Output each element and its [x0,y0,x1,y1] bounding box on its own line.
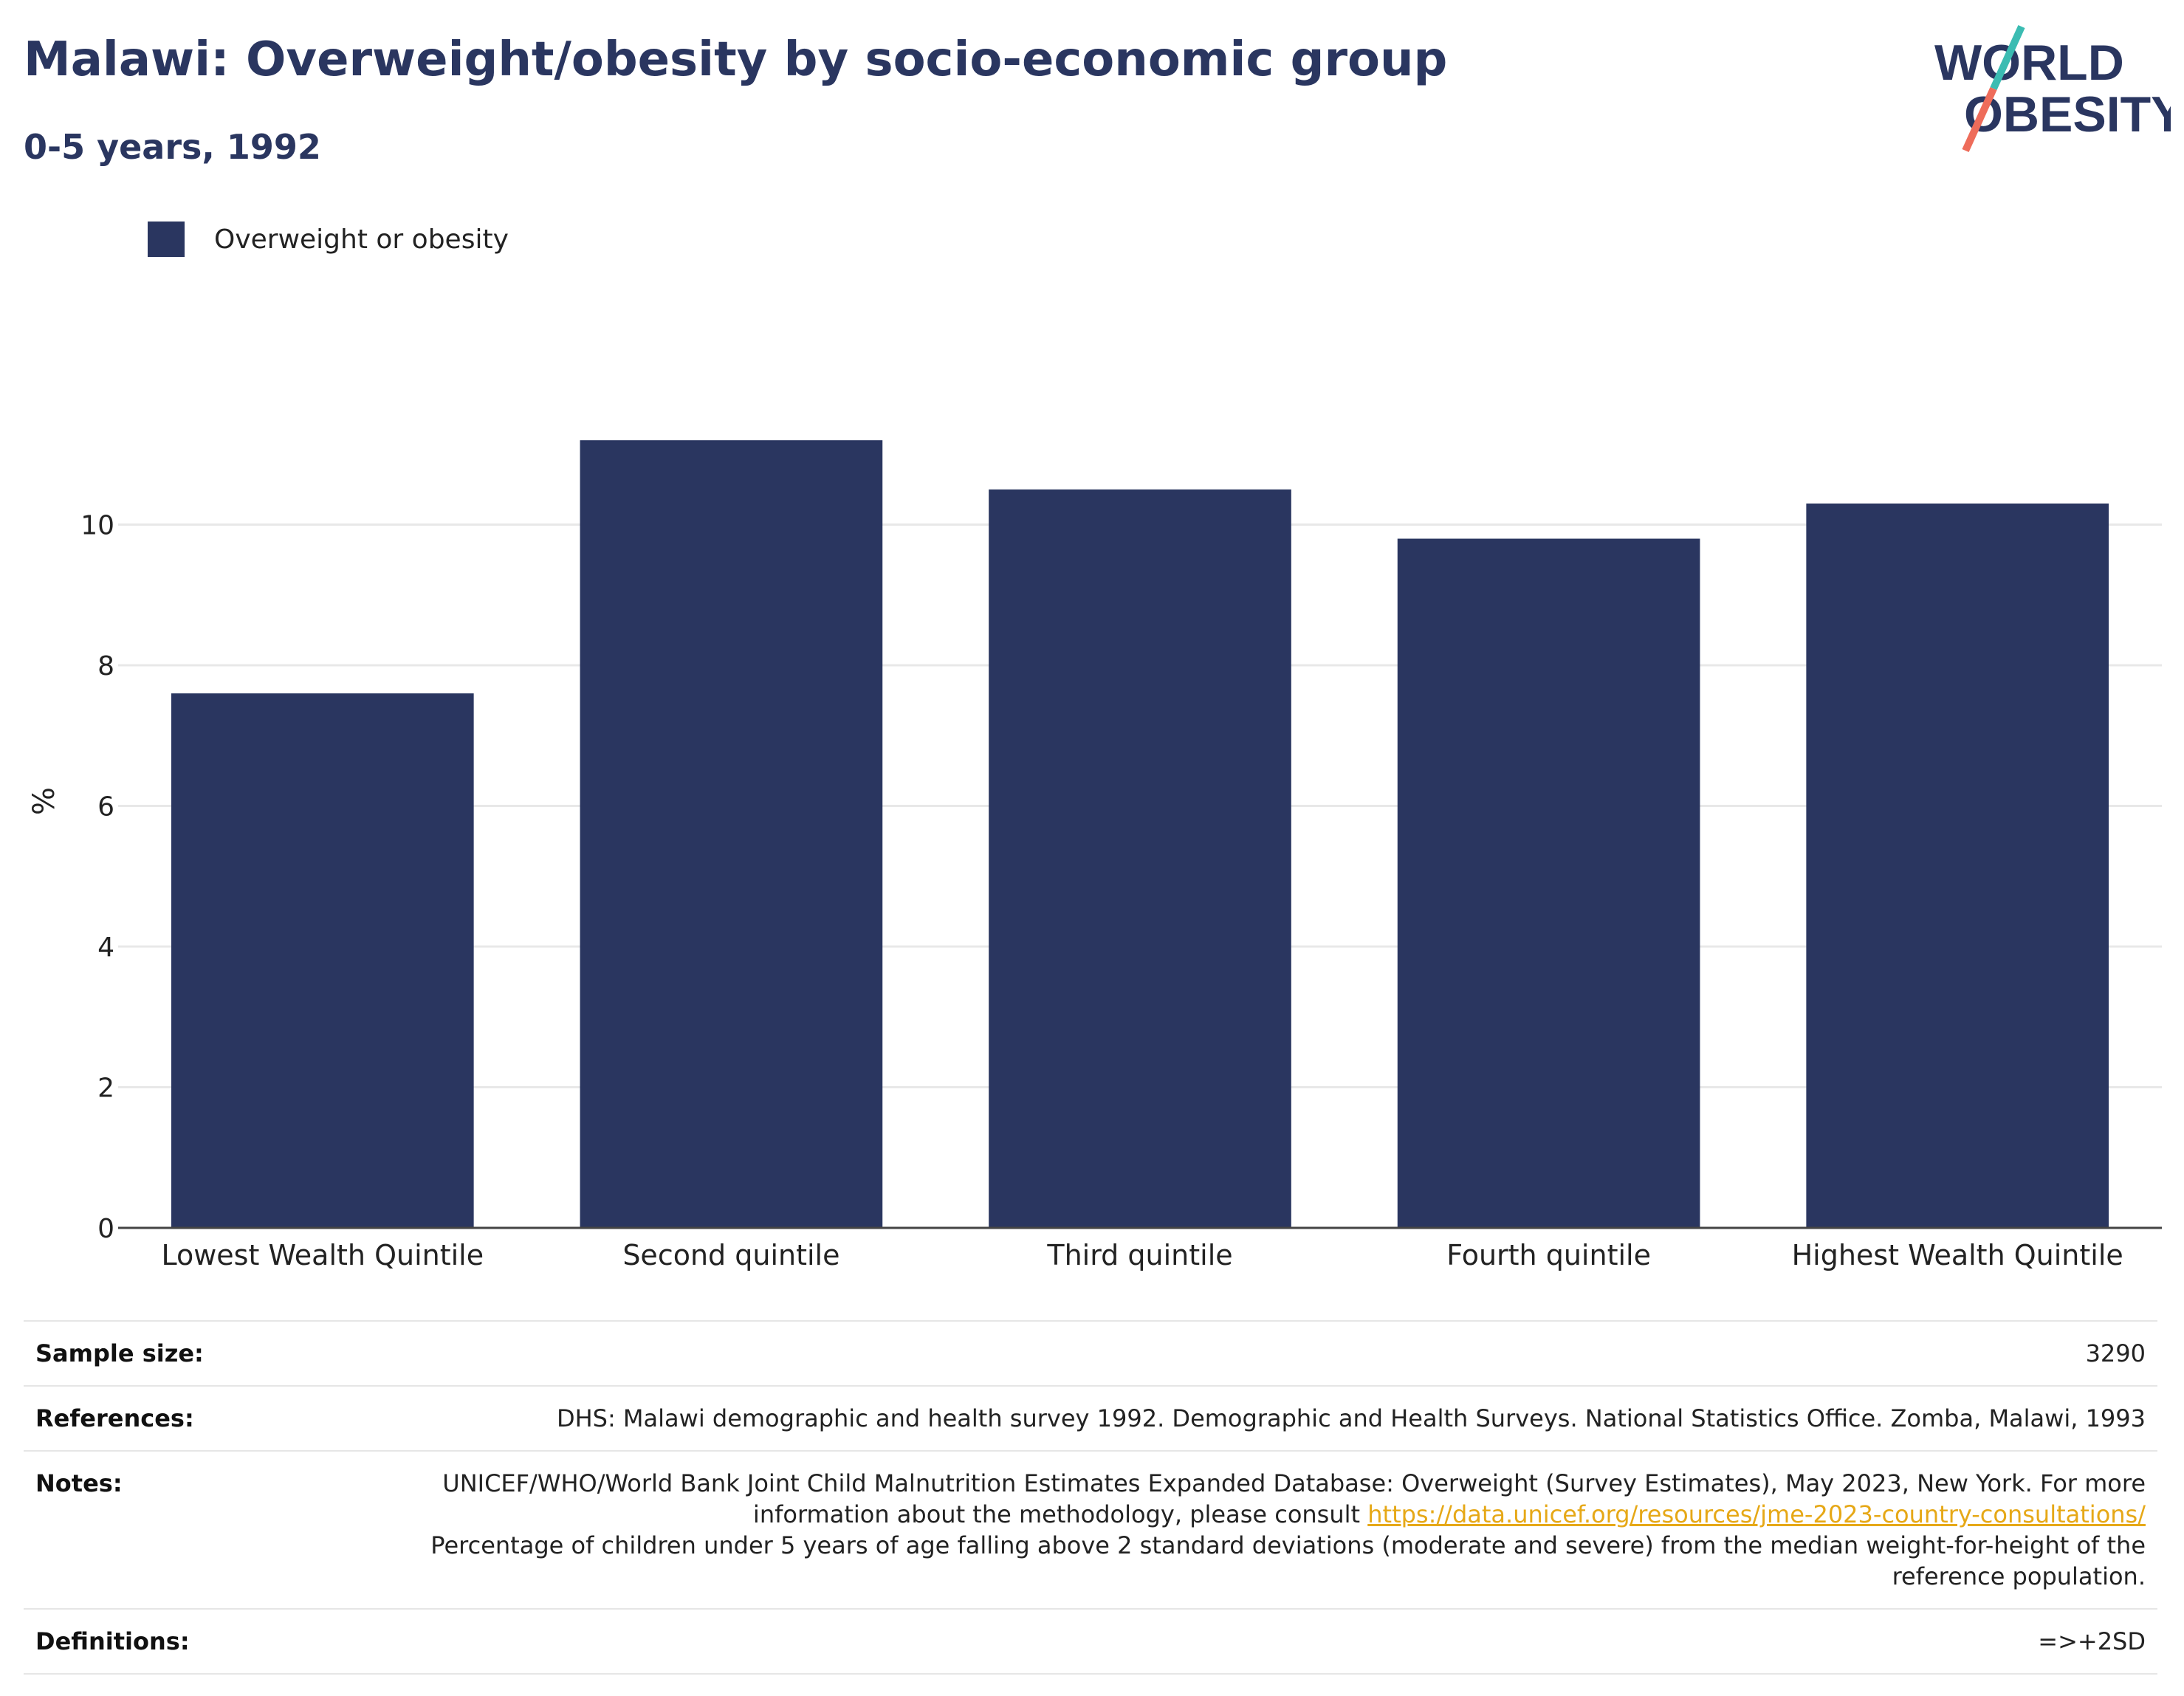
y-tick-labels: 0 2 4 6 8 10 [80,511,114,1245]
definitions-value: =>+2SD [2038,1627,2146,1655]
chart-legend: Overweight or obesity [148,220,509,258]
world-obesity-logo: WORLD OBESITY [1934,24,2171,153]
chart-subtitle: 0-5 years, 1992 [24,127,321,167]
references-label: References: [35,1404,194,1432]
y-tick-label: 6 [97,792,114,823]
references-value: DHS: Malawi demographic and health surve… [556,1404,2146,1432]
logo-line1: WORLD [1934,35,2124,91]
notes-label: Notes: [35,1469,123,1497]
bar [1397,538,1700,1228]
x-tick-label: Third quintile [1046,1239,1232,1271]
sample-size-value: 3290 [2085,1339,2146,1367]
notes-value: UNICEF/WHO/World Bank Joint Child Malnut… [374,1468,2146,1592]
bar [171,693,474,1228]
y-tick-label: 10 [80,511,114,541]
legend-swatch [148,222,185,257]
logo-line2: OBESITY [1964,86,2171,143]
info-row-definitions: Definitions: =>+2SD [24,1610,2157,1675]
definitions-label: Definitions: [35,1627,190,1655]
info-row-references: References: DHS: Malawi demographic and … [24,1387,2157,1452]
y-tick-label: 0 [97,1214,114,1244]
y-tick-label: 2 [97,1074,114,1104]
x-tick-label: Highest Wealth Quintile [1792,1239,2123,1271]
logo-slash-top [1990,24,2025,91]
legend-label: Overweight or obesity [214,224,509,255]
bar-chart: 0 2 4 6 8 10 Lowest Wealth Quintile Second qui… [80,440,2162,1271]
bar [989,489,1291,1228]
sample-size-label: Sample size: [35,1339,204,1367]
x-tick-label: Second quintile [622,1239,839,1271]
bars [171,440,2109,1229]
notes-text-2: Percentage of children under 5 years of … [430,1531,2146,1590]
chart-title: Malawi: Overweight/obesity by socio-econ… [24,32,1448,87]
info-table: Sample size: 3290 References: DHS: Malaw… [24,1320,2157,1675]
bar [580,440,883,1229]
y-tick-label: 4 [97,933,114,963]
y-tick-label: 8 [97,651,114,682]
info-row-sample-size: Sample size: 3290 [24,1322,2157,1387]
notes-link[interactable]: https://data.unicef.org/resources/jme-20… [1367,1500,2146,1528]
info-row-notes: Notes: UNICEF/WHO/World Bank Joint Child… [24,1452,2157,1610]
bar [1806,503,2109,1228]
logo-slash-bottom [1962,86,1997,153]
x-tick-label: Fourth quintile [1446,1239,1651,1271]
notes-text: UNICEF/WHO/World Bank Joint Child Malnut… [442,1469,2146,1528]
x-tick-labels: Lowest Wealth Quintile Second quintile Thi… [161,1239,2123,1271]
x-tick-label: Lowest Wealth Quintile [161,1239,484,1271]
